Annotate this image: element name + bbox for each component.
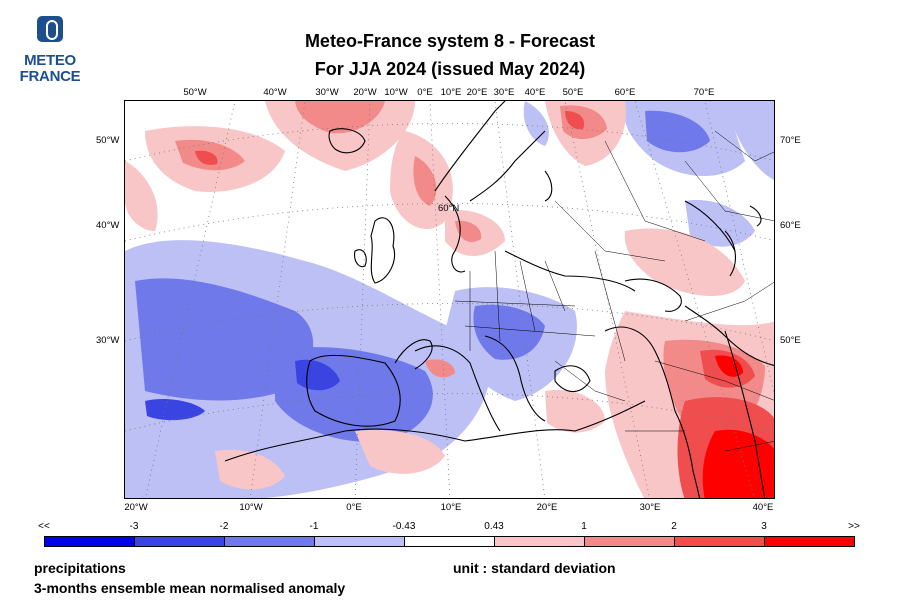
description-label: 3-months ensemble mean normalised anomal…	[34, 580, 346, 596]
top-lon-label: 50°W	[183, 87, 207, 98]
top-lon-label: 50°E	[562, 87, 584, 98]
logo-text-line1: METEO	[24, 52, 76, 69]
colorbar-segment	[225, 537, 315, 546]
map-title: Meteo-France system 8 - Forecast	[304, 31, 596, 51]
colorbar-segment	[405, 537, 495, 546]
anomaly-map-canvas	[125, 101, 774, 498]
country-borders	[454, 130, 774, 452]
variable-label: precipitations	[34, 560, 126, 576]
graticule	[125, 101, 774, 498]
top-lon-label: 40°W	[263, 87, 287, 98]
unit-label: unit : standard deviation	[453, 560, 616, 576]
top-lon-label: 20°E	[466, 87, 488, 98]
left-lon-label: 40°W	[96, 220, 120, 231]
bottom-lon-label: 40°E	[752, 502, 774, 513]
bottom-lon-label: 30°E	[639, 502, 661, 513]
negative-anomaly-fields	[125, 101, 774, 498]
colorbar-segment	[495, 537, 585, 546]
top-lon-label: 30°E	[493, 87, 515, 98]
colorbar-tick-label: 1	[581, 521, 587, 532]
colorbar-tick-label: -0.43	[392, 521, 416, 532]
top-lon-label: 70°E	[693, 87, 715, 98]
bottom-lon-label: 20°W	[124, 502, 148, 513]
right-lon-label: 70°E	[780, 135, 801, 146]
colorbar-tick-label: >>	[848, 521, 860, 532]
colorbar-segment	[135, 537, 225, 546]
colorbar-tick-label: -3	[129, 521, 139, 532]
colorbar-tick-label: -1	[309, 521, 319, 532]
top-lon-label: 30°W	[315, 87, 339, 98]
top-lon-label: 0°E	[417, 87, 433, 98]
colorbar-tick-label: 2	[671, 521, 677, 532]
colorbar-segment	[45, 537, 135, 546]
right-lon-label: 50°E	[780, 335, 801, 346]
left-lon-label: 50°W	[96, 135, 120, 146]
bottom-lon-label: 10°E	[440, 502, 462, 513]
top-lon-label: 10°W	[384, 87, 408, 98]
bottom-lon-label: 10°W	[239, 502, 263, 513]
meteo-france-logo: METEO FRANCE	[16, 16, 84, 86]
colorbar-segment	[765, 537, 854, 546]
colorbar-tick-label: -2	[219, 521, 229, 532]
colorbar-tick-label: <<	[38, 521, 50, 532]
colorbar-segment	[585, 537, 675, 546]
colorbar-segment	[675, 537, 765, 546]
coastlines	[224, 101, 774, 498]
anomaly-map	[124, 100, 775, 499]
logo-emblem-icon	[37, 16, 63, 42]
colorbar	[44, 536, 855, 547]
top-lon-label: 20°W	[353, 87, 377, 98]
colorbar-tick-label: 0.43	[484, 521, 504, 532]
positive-anomaly-fields	[125, 101, 774, 498]
latitude-label: 60°N	[438, 203, 460, 214]
map-subtitle: For JJA 2024 (issued May 2024)	[314, 59, 586, 79]
colorbar-tick-label: 3	[761, 521, 767, 532]
logo-text-line2: FRANCE	[19, 68, 81, 85]
colorbar-segment	[315, 537, 405, 546]
bottom-lon-label: 20°E	[536, 502, 558, 513]
top-lon-label: 60°E	[614, 87, 636, 98]
left-lon-label: 30°W	[96, 335, 120, 346]
top-lon-label: 10°E	[440, 87, 462, 98]
right-lon-label: 60°E	[780, 220, 801, 231]
top-lon-label: 40°E	[524, 87, 546, 98]
bottom-lon-label: 0°E	[346, 502, 362, 513]
